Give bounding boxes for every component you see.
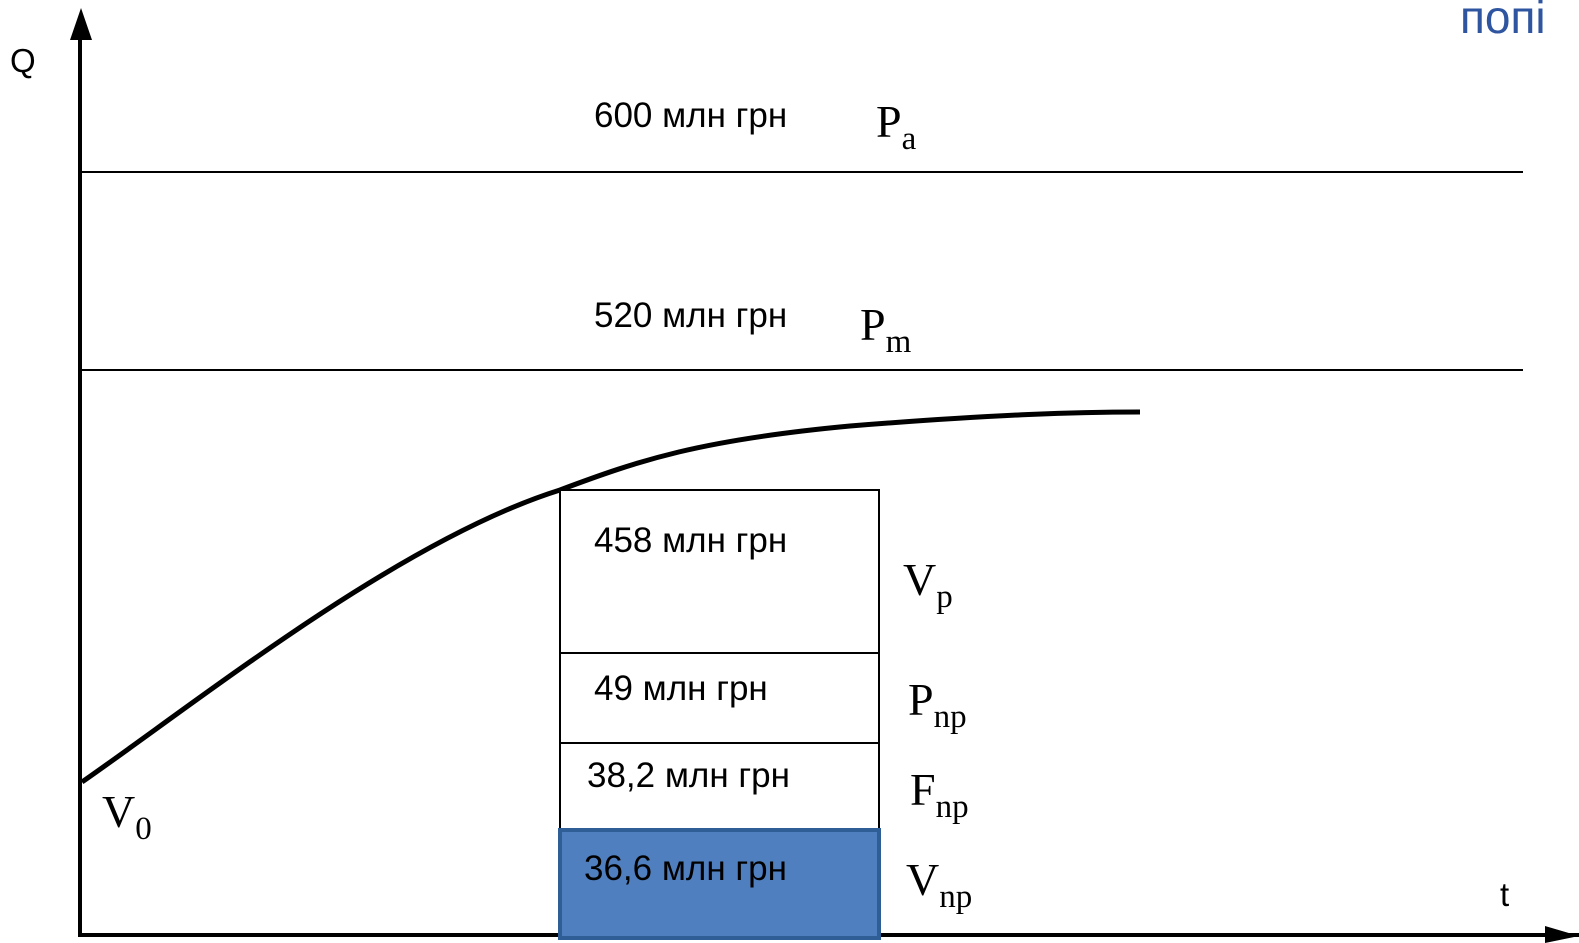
block-symbol-vp: Vp [903,554,953,615]
corner-text: попі [1460,0,1546,43]
x-axis-arrow-icon [1545,926,1579,943]
value-curve [80,409,1141,785]
level-value-pa: 600 млн грн [594,96,787,135]
origin-symbol-v0: V0 [102,786,152,847]
y-axis-arrow-icon [70,8,92,40]
level-symbol-pm: Pm [860,299,912,360]
block-symbol-pnp: Pnp [908,674,967,735]
block-fnp [559,742,880,831]
x-axis-label: t [1500,876,1509,913]
block-vp [559,489,880,654]
block-value-fnp: 38,2 млн грн [587,756,790,795]
block-symbol-fnp: Fnp [910,764,969,825]
level-symbol-pa: Pa [876,96,917,157]
block-value-vnp: 36,6 млн грн [584,849,787,888]
block-symbol-vnp: Vnp [906,854,972,915]
y-axis-label: Q [10,42,36,79]
block-vnp [558,828,881,940]
block-value-pnp: 49 млн грн [594,669,768,708]
block-value-vp: 458 млн грн [594,521,787,560]
level-value-pm: 520 млн грн [594,296,787,335]
